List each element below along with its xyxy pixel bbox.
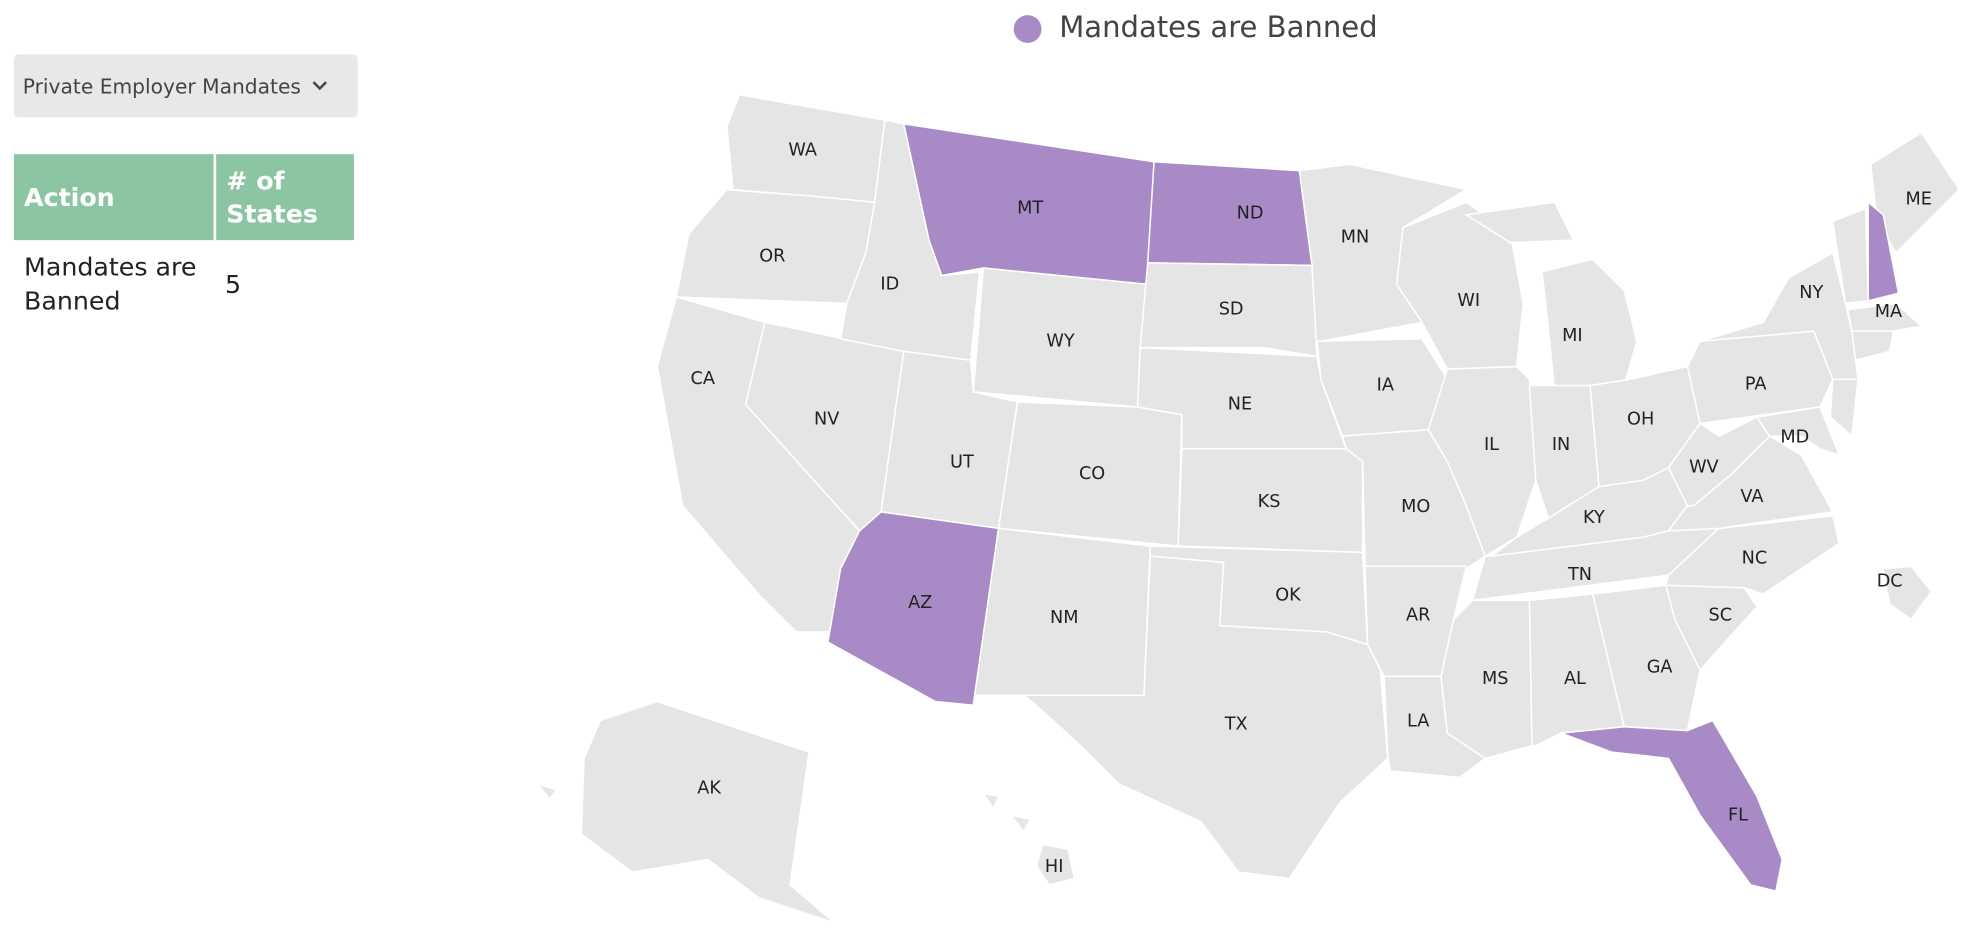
state-label: IA xyxy=(1377,376,1394,396)
state-label: NE xyxy=(1228,394,1252,414)
state-label: NY xyxy=(1799,283,1823,303)
state xyxy=(1021,555,1389,880)
state-label: WI xyxy=(1457,291,1480,311)
header-row: Action # of States xyxy=(13,154,354,241)
state-label: SC xyxy=(1709,606,1733,626)
state xyxy=(1560,719,1784,893)
state-label: KY xyxy=(1583,508,1605,528)
state-label: CA xyxy=(691,369,715,389)
chevron-icon xyxy=(312,81,328,91)
state xyxy=(1829,378,1859,438)
state-label: SD xyxy=(1219,300,1244,320)
table-cell: Mandates are Banned xyxy=(24,251,197,316)
header-cell: Action xyxy=(13,154,215,241)
state xyxy=(981,792,1076,886)
state xyxy=(1847,302,1923,332)
state-label: KS xyxy=(1258,492,1281,512)
state-label: AR xyxy=(1406,606,1430,626)
state-label: UT xyxy=(950,453,974,473)
state-label: DC xyxy=(1877,571,1903,591)
state-label: MT xyxy=(1017,199,1043,219)
state-label: IL xyxy=(1484,435,1499,455)
state xyxy=(1831,207,1869,305)
state-label: TX xyxy=(1224,714,1248,734)
state-label: WV xyxy=(1689,458,1719,478)
state-label: WA xyxy=(788,140,817,160)
state-label: MO xyxy=(1401,497,1430,517)
state-label: LA xyxy=(1407,712,1429,732)
state-label: MI xyxy=(1562,326,1582,346)
state-label: PA xyxy=(1745,374,1767,394)
table-cell: 5 xyxy=(224,268,242,299)
state-label: NV xyxy=(814,410,839,430)
header-cell: # of States xyxy=(213,154,354,241)
state xyxy=(1427,365,1537,558)
state-label: VA xyxy=(1740,487,1763,507)
table-row: Mandates are Banned 5 xyxy=(14,240,354,328)
state-label: ID xyxy=(880,274,899,294)
state-label: MA xyxy=(1875,302,1902,322)
state xyxy=(1867,200,1900,302)
state-label: OR xyxy=(759,247,785,267)
legend-swatch xyxy=(1013,15,1042,43)
state-label: ND xyxy=(1237,204,1264,224)
state xyxy=(1882,565,1933,621)
state xyxy=(1755,406,1841,457)
dropdown-label: Private Employer Mandates xyxy=(22,73,301,98)
state xyxy=(1146,160,1313,267)
state-label: HI xyxy=(1045,857,1064,877)
state xyxy=(534,700,835,924)
state xyxy=(1850,330,1895,362)
state-label: MN xyxy=(1341,228,1370,248)
state-label: TN xyxy=(1567,565,1592,585)
state xyxy=(1464,201,1638,393)
state-label: MS xyxy=(1482,669,1509,689)
state-label: OH xyxy=(1627,410,1654,430)
summary-table: Action # of States Mandates are Banned 5 xyxy=(13,154,354,328)
legend-label: Mandates are Banned xyxy=(1059,10,1377,44)
state-label: AK xyxy=(697,779,721,799)
state-label: AZ xyxy=(908,593,932,613)
state xyxy=(1177,447,1364,554)
state-label: FL xyxy=(1728,805,1748,825)
state-label: IN xyxy=(1552,435,1570,455)
state-label: OK xyxy=(1275,585,1301,605)
state-label: NC xyxy=(1742,549,1768,569)
state-label: WY xyxy=(1046,331,1074,351)
state-label: GA xyxy=(1647,657,1673,677)
state-label: AL xyxy=(1564,669,1586,689)
state-label: CO xyxy=(1079,464,1105,484)
state xyxy=(1139,262,1318,358)
state-label: MD xyxy=(1780,427,1809,447)
dropdown[interactable]: Private Employer Mandates xyxy=(13,54,358,118)
state-label: ME xyxy=(1906,190,1932,210)
state-label: NM xyxy=(1050,608,1079,628)
